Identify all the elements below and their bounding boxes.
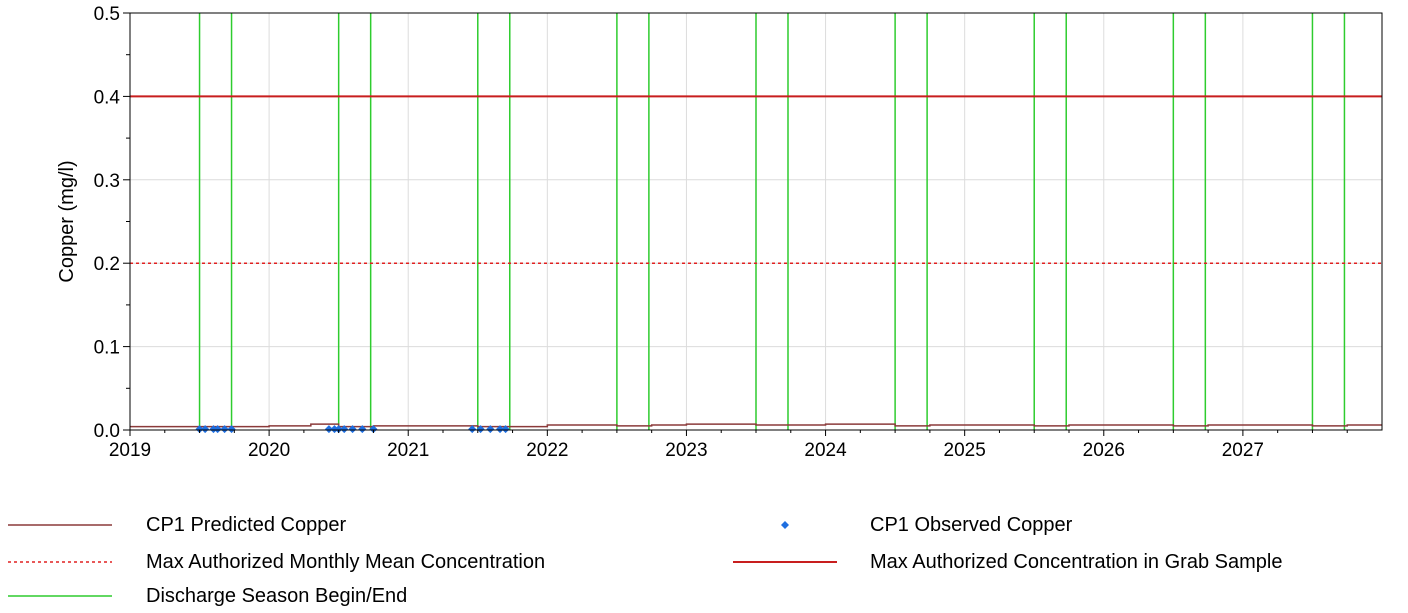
observed-point [220,425,229,434]
observed-point [334,425,343,434]
x-tick-label: 2020 [248,440,290,461]
y-axis-title: Copper (mg/l) [56,160,78,282]
legend-label-predicted: CP1 Predicted Copper [146,514,347,536]
observed-point [468,425,477,434]
observed-point [369,425,378,434]
x-tick-label: 2025 [944,440,986,461]
observed-point [201,425,210,434]
legend-swatch-observed [781,521,789,529]
threshold-lines [130,95,1382,264]
y-tick-label: 0.5 [94,4,120,25]
y-tick-label: 0.1 [94,338,120,359]
observed-point [348,425,357,434]
discharge-season-lines [198,13,1346,430]
axis-ticks [123,12,1348,436]
x-tick-labels: 2019 2020 2021 2022 2023 2024 2025 2026 2027 [109,440,1264,461]
observed-point [358,425,367,434]
x-tick-label: 2022 [526,440,568,461]
observed-point [496,425,505,434]
legend-label-grab-sample: Max Authorized Concentration in Grab Sam… [870,551,1283,573]
observed-point [501,425,510,434]
legend-label-discharge: Discharge Season Begin/End [146,585,408,607]
legend-label-observed: CP1 Observed Copper [870,514,1073,536]
chart: 2019 2020 2021 2022 2023 2024 2025 2026 2027 0.0… [56,4,1383,461]
x-tick-label: 2026 [1083,440,1125,461]
observed-point [486,425,495,434]
observed-point [340,425,349,434]
observed-point [213,425,222,434]
observed-point [209,425,218,434]
legend-swatch-monthly-mean [8,561,112,563]
legend-swatch-discharge [8,595,112,597]
legend-swatch-grab-sample [733,561,837,563]
x-tick-label: 2027 [1222,440,1264,461]
x-tick-label: 2023 [665,440,707,461]
x-tick-label: 2021 [387,440,429,461]
y-tick-label: 0.3 [94,171,120,192]
observed-series [195,425,510,434]
observed-point [476,425,485,434]
observed-point [195,425,204,434]
y-tick-label: 0.2 [94,254,120,275]
legend-label-monthly-mean: Max Authorized Monthly Mean Concentratio… [146,551,546,573]
legend-swatch-predicted [8,524,112,526]
x-tick-label: 2019 [109,440,151,461]
y-tick-label: 0.0 [94,421,120,442]
observed-point [227,425,236,434]
observed-point [324,425,333,434]
x-tick-label: 2024 [804,440,847,461]
legend: CP1 Predicted Copper Max Authorized Mont… [0,508,1408,613]
y-tick-labels: 0.0 0.1 0.2 0.3 0.4 0.5 [94,4,121,442]
observed-point [330,425,339,434]
y-tick-label: 0.4 [94,87,121,108]
